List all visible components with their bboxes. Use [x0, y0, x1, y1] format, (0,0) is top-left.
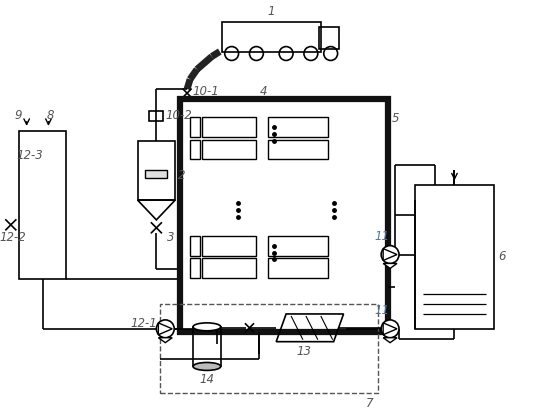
Text: 14: 14	[199, 373, 214, 386]
Polygon shape	[383, 264, 397, 269]
Bar	[180, 99, 388, 332]
Text: 13: 13	[296, 345, 311, 358]
Text: 2: 2	[178, 169, 186, 182]
Circle shape	[279, 46, 293, 61]
Bar	[138, 141, 175, 200]
Bar	[150, 111, 163, 121]
Circle shape	[304, 46, 318, 61]
Text: 3: 3	[167, 231, 175, 244]
Bar	[268, 140, 328, 159]
Text: 11: 11	[374, 305, 389, 317]
Text: 12-3: 12-3	[17, 149, 43, 162]
Bar	[19, 131, 66, 279]
Bar	[202, 259, 256, 278]
Bar	[202, 236, 256, 256]
Text: 8: 8	[47, 110, 54, 122]
Bar	[190, 259, 200, 278]
Ellipse shape	[193, 362, 221, 371]
Bar	[319, 27, 339, 49]
Bar	[190, 236, 200, 256]
Bar	[193, 327, 221, 366]
Text: 4: 4	[260, 85, 267, 98]
Bar	[268, 236, 328, 256]
Circle shape	[324, 46, 338, 61]
Bar	[202, 117, 256, 137]
Bar	[202, 140, 256, 159]
Text: 1: 1	[268, 5, 275, 18]
Bar	[190, 140, 200, 159]
Bar	[222, 22, 321, 51]
Bar	[160, 304, 378, 393]
Ellipse shape	[193, 323, 221, 331]
Bar	[145, 171, 167, 178]
Text: 7: 7	[366, 397, 374, 410]
Text: 12-1: 12-1	[131, 317, 157, 330]
Bar	[190, 117, 200, 137]
Text: 6: 6	[498, 250, 506, 263]
Polygon shape	[158, 338, 172, 343]
Circle shape	[249, 46, 263, 61]
Circle shape	[225, 46, 238, 61]
Text: 10-2: 10-2	[165, 110, 192, 122]
Bar	[268, 259, 328, 278]
Text: 12-2: 12-2	[0, 231, 25, 244]
Circle shape	[157, 320, 174, 338]
Circle shape	[381, 320, 399, 338]
Text: 5: 5	[392, 112, 399, 125]
Text: 9: 9	[15, 110, 22, 122]
Text: 11: 11	[374, 230, 389, 243]
Bar	[415, 185, 494, 329]
Bar	[268, 117, 328, 137]
Circle shape	[381, 246, 399, 264]
Polygon shape	[383, 338, 397, 343]
Text: 10-1: 10-1	[192, 85, 219, 98]
